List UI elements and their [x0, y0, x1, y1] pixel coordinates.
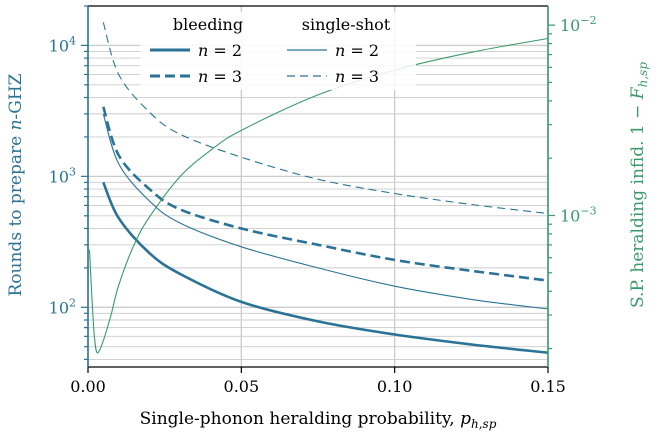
series-line-bleeding-n3	[102, 106, 549, 282]
x-tick-label: 0.10	[377, 377, 413, 396]
x-axis-label-text: Single-phonon heralding probability,	[140, 409, 460, 429]
x-tick-label: 0.00	[70, 377, 106, 396]
y-left-tick-label: 103	[49, 165, 76, 186]
x-axis-label: Single-phonon heralding probability, ph,…	[140, 409, 497, 431]
y-left-tick-label: 104	[49, 34, 76, 55]
x-tick-label: 0.15	[530, 377, 566, 396]
legend-label-single-shot-n2: n = 2	[335, 41, 379, 60]
legend-label-bleeding-n3: n = 3	[198, 67, 242, 86]
legend-label-single-shot-n3: n = 3	[335, 67, 379, 86]
legend-label-bleeding-n2: n = 2	[198, 41, 242, 60]
legend-title-single-shot: single-shot	[302, 15, 391, 34]
tick-marks: 0.00 0.05 0.10 0.15 102 103 104 10−3 10−2	[49, 5, 597, 396]
x-tick-label: 0.05	[224, 377, 260, 396]
y-left-tick-label: 102	[49, 296, 76, 317]
y-right-tick-label: 10−3	[560, 204, 597, 225]
series-line-bleeding-n2	[102, 181, 549, 354]
series-line-single-shot-n3	[102, 22, 549, 215]
y-right-tick-label: 10−2	[560, 14, 597, 35]
series-lines	[88, 22, 549, 354]
legend-title-bleeding: bleeding	[173, 15, 243, 34]
y-right-axis-label: S.P. heralding infid. 1 − Fh,sp	[628, 62, 650, 308]
legend: bleeding single-shot n = 2 n = 3 n = 2 n…	[140, 12, 416, 90]
series-line-single-shot-n2	[102, 113, 549, 310]
y-left-axis-label: Rounds to prepare n-GHZ	[6, 73, 26, 296]
